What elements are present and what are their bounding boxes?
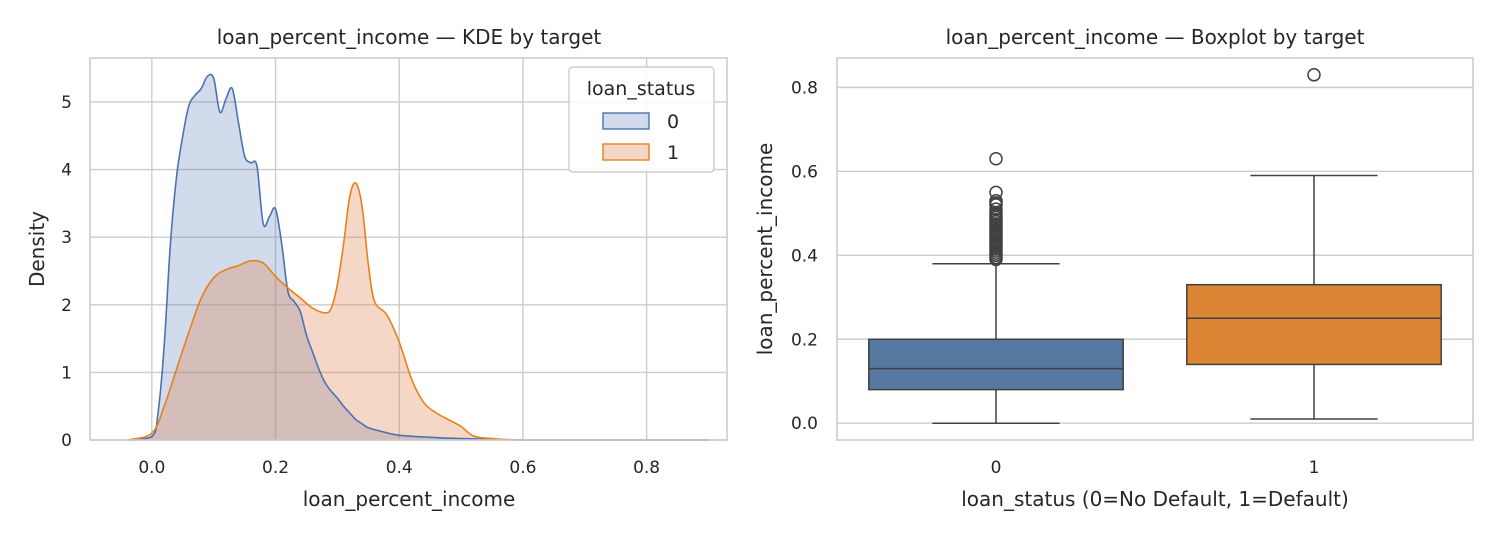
kde-areas	[126, 73, 709, 441]
boxplot-y-ticks: 0.0 0.2 0.4 0.6 0.8	[791, 78, 818, 434]
kde-area-0	[127, 74, 709, 441]
box-outlier-0-28	[989, 151, 1003, 166]
boxplot-x-axis-label: loan_status (0=No Default, 1=Default)	[961, 487, 1349, 511]
legend-label-1: 1	[667, 142, 679, 164]
kde-y-tick-label-5: 5	[61, 93, 72, 113]
kde-y-tick-label-3: 3	[61, 228, 72, 248]
kde-y-axis-label: Density	[25, 211, 49, 287]
boxplot-x-tick-label-0: 0	[991, 458, 1002, 478]
boxplot-chart: loan_percent_income — Boxplot by target …	[753, 25, 1474, 511]
kde-x-ticks: 0.0 0.2 0.4 0.6 0.8	[138, 458, 660, 478]
kde-legend: loan_status 0 1	[568, 66, 715, 173]
kde-x-tick-label-1: 0.2	[262, 458, 289, 478]
kde-area-1	[127, 182, 709, 440]
kde-x-tick-label-2: 0.4	[386, 458, 413, 478]
kde-x-axis-label: loan_percent_income	[303, 487, 516, 511]
box-group-1	[1186, 68, 1442, 420]
kde-chart-title: loan_percent_income — KDE by target	[217, 25, 602, 49]
kde-y-ticks: 0 1 2 3 4 5	[61, 93, 72, 451]
kde-y-tick-label-4: 4	[61, 161, 72, 181]
boxplot-y-tick-label-2: 0.4	[791, 246, 818, 266]
boxplot-x-tick-label-1: 1	[1309, 458, 1320, 478]
kde-y-tick-label-0: 0	[61, 431, 72, 451]
boxplot-y-tick-label-0: 0.0	[791, 414, 818, 434]
kde-chart: loan_percent_income — KDE by target 0.0 0…	[25, 25, 728, 511]
boxplot-y-tick-label-1: 0.2	[791, 330, 818, 350]
box-outlier-1-0	[1307, 68, 1321, 82]
kde-x-tick-label-4: 0.8	[633, 458, 660, 478]
boxplot-chart-title: loan_percent_income — Boxplot by target	[946, 25, 1365, 49]
kde-line-1	[126, 181, 709, 441]
legend-swatch-1	[602, 143, 650, 161]
kde-y-tick-label-1: 1	[61, 363, 72, 383]
boxplot-y-tick-label-3: 0.6	[791, 162, 818, 182]
box-outlier-0-26	[989, 193, 1003, 208]
box-group-0	[868, 151, 1124, 424]
kde-plot-frame	[89, 57, 728, 441]
kde-line-0	[126, 73, 709, 441]
legend-box	[568, 66, 715, 173]
legend-label-0: 0	[667, 111, 679, 133]
kde-y-tick-label-2: 2	[61, 296, 72, 316]
kde-x-tick-label-3: 0.6	[509, 458, 536, 478]
legend-swatch-0	[602, 112, 650, 130]
box-iqr-1	[1186, 283, 1442, 366]
kde-x-tick-label-0: 0.0	[138, 458, 165, 478]
box-iqr-0	[868, 338, 1124, 391]
legend-title: loan_status	[587, 78, 695, 100]
box-outlier-0-23	[989, 202, 1003, 216]
boxplot-plot-frame	[836, 57, 1474, 441]
boxplot-y-tick-label-4: 0.8	[791, 78, 818, 98]
boxplot-y-axis-label: loan_percent_income	[753, 143, 777, 356]
box-outlier-0-27	[989, 185, 1003, 200]
boxplot-marks	[868, 68, 1442, 424]
